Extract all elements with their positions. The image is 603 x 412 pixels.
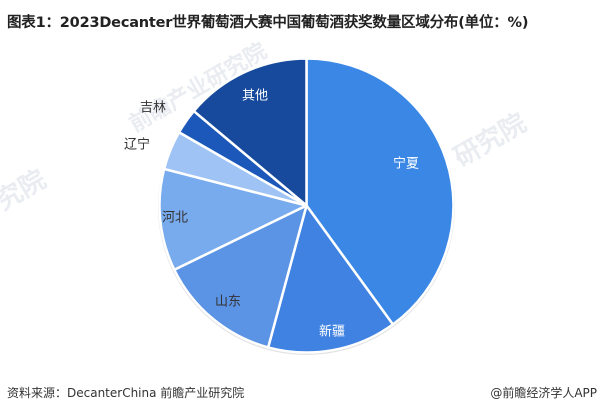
slice-label: 其他 xyxy=(241,88,269,104)
slice-label: 新疆 xyxy=(318,324,346,340)
pie-slice-1[interactable] xyxy=(266,204,395,354)
slice-label: 山东 xyxy=(214,294,242,310)
pie-slice-0[interactable] xyxy=(305,57,455,326)
chart-title: 图表1：2023Decanter世界葡萄酒大赛中国葡萄酒获奖数量区域分布(单位：… xyxy=(7,15,529,31)
source-note: 资料来源：DecanterChina 前瞻产业研究院 xyxy=(7,386,245,400)
pie-slice-2[interactable] xyxy=(173,204,308,349)
slice-label: 河北 xyxy=(161,210,189,226)
pie-slice-6[interactable] xyxy=(192,57,308,207)
slice-label: 宁夏 xyxy=(392,156,420,172)
pie-slice-3[interactable] xyxy=(158,167,308,272)
slice-label: 辽宁 xyxy=(123,137,151,153)
brand-credit: @前瞻经济学人APP xyxy=(490,386,597,400)
slice-label: 吉林 xyxy=(139,100,167,116)
